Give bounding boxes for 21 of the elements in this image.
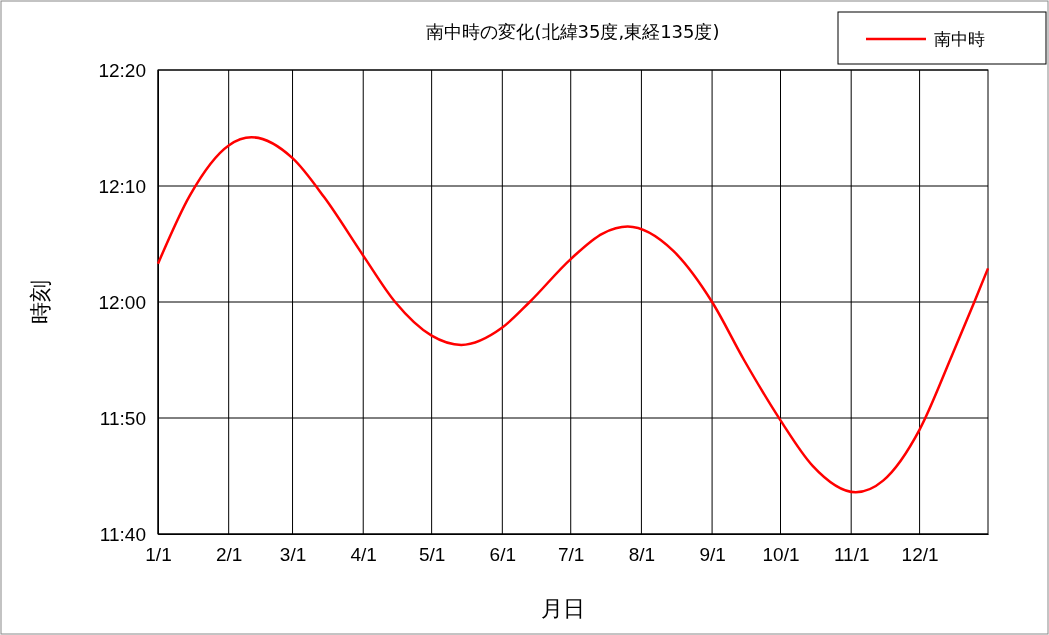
legend-label: 南中時: [934, 29, 985, 49]
x-tick-label: 12/1: [901, 544, 939, 566]
y-axis-title: 時刻: [28, 280, 53, 324]
x-tick-label: 9/1: [699, 544, 726, 566]
y-tick-label: 11:50: [99, 407, 146, 429]
x-tick-label: 2/1: [215, 544, 243, 566]
y-tick-label: 11:40: [99, 523, 146, 545]
x-tick-label: 6/1: [489, 544, 517, 566]
x-axis-title: 月日: [541, 596, 585, 621]
y-tick-label: 12:10: [98, 175, 146, 197]
x-tick-label: 10/1: [762, 544, 800, 566]
x-tick-label: 1/1: [145, 544, 172, 566]
chart-title: 南中時の変化(北緯35度,東経135度): [426, 21, 720, 42]
x-tick-label: 4/1: [350, 544, 377, 566]
x-tick-label: 5/1: [418, 544, 446, 566]
x-tick-label: 11/1: [833, 544, 870, 566]
x-tick-label: 3/1: [279, 544, 307, 566]
y-tick-label: 12:20: [98, 59, 146, 81]
x-tick-label: 7/1: [558, 544, 585, 566]
y-tick-label: 12:00: [98, 291, 146, 313]
x-tick-label: 8/1: [628, 544, 656, 566]
